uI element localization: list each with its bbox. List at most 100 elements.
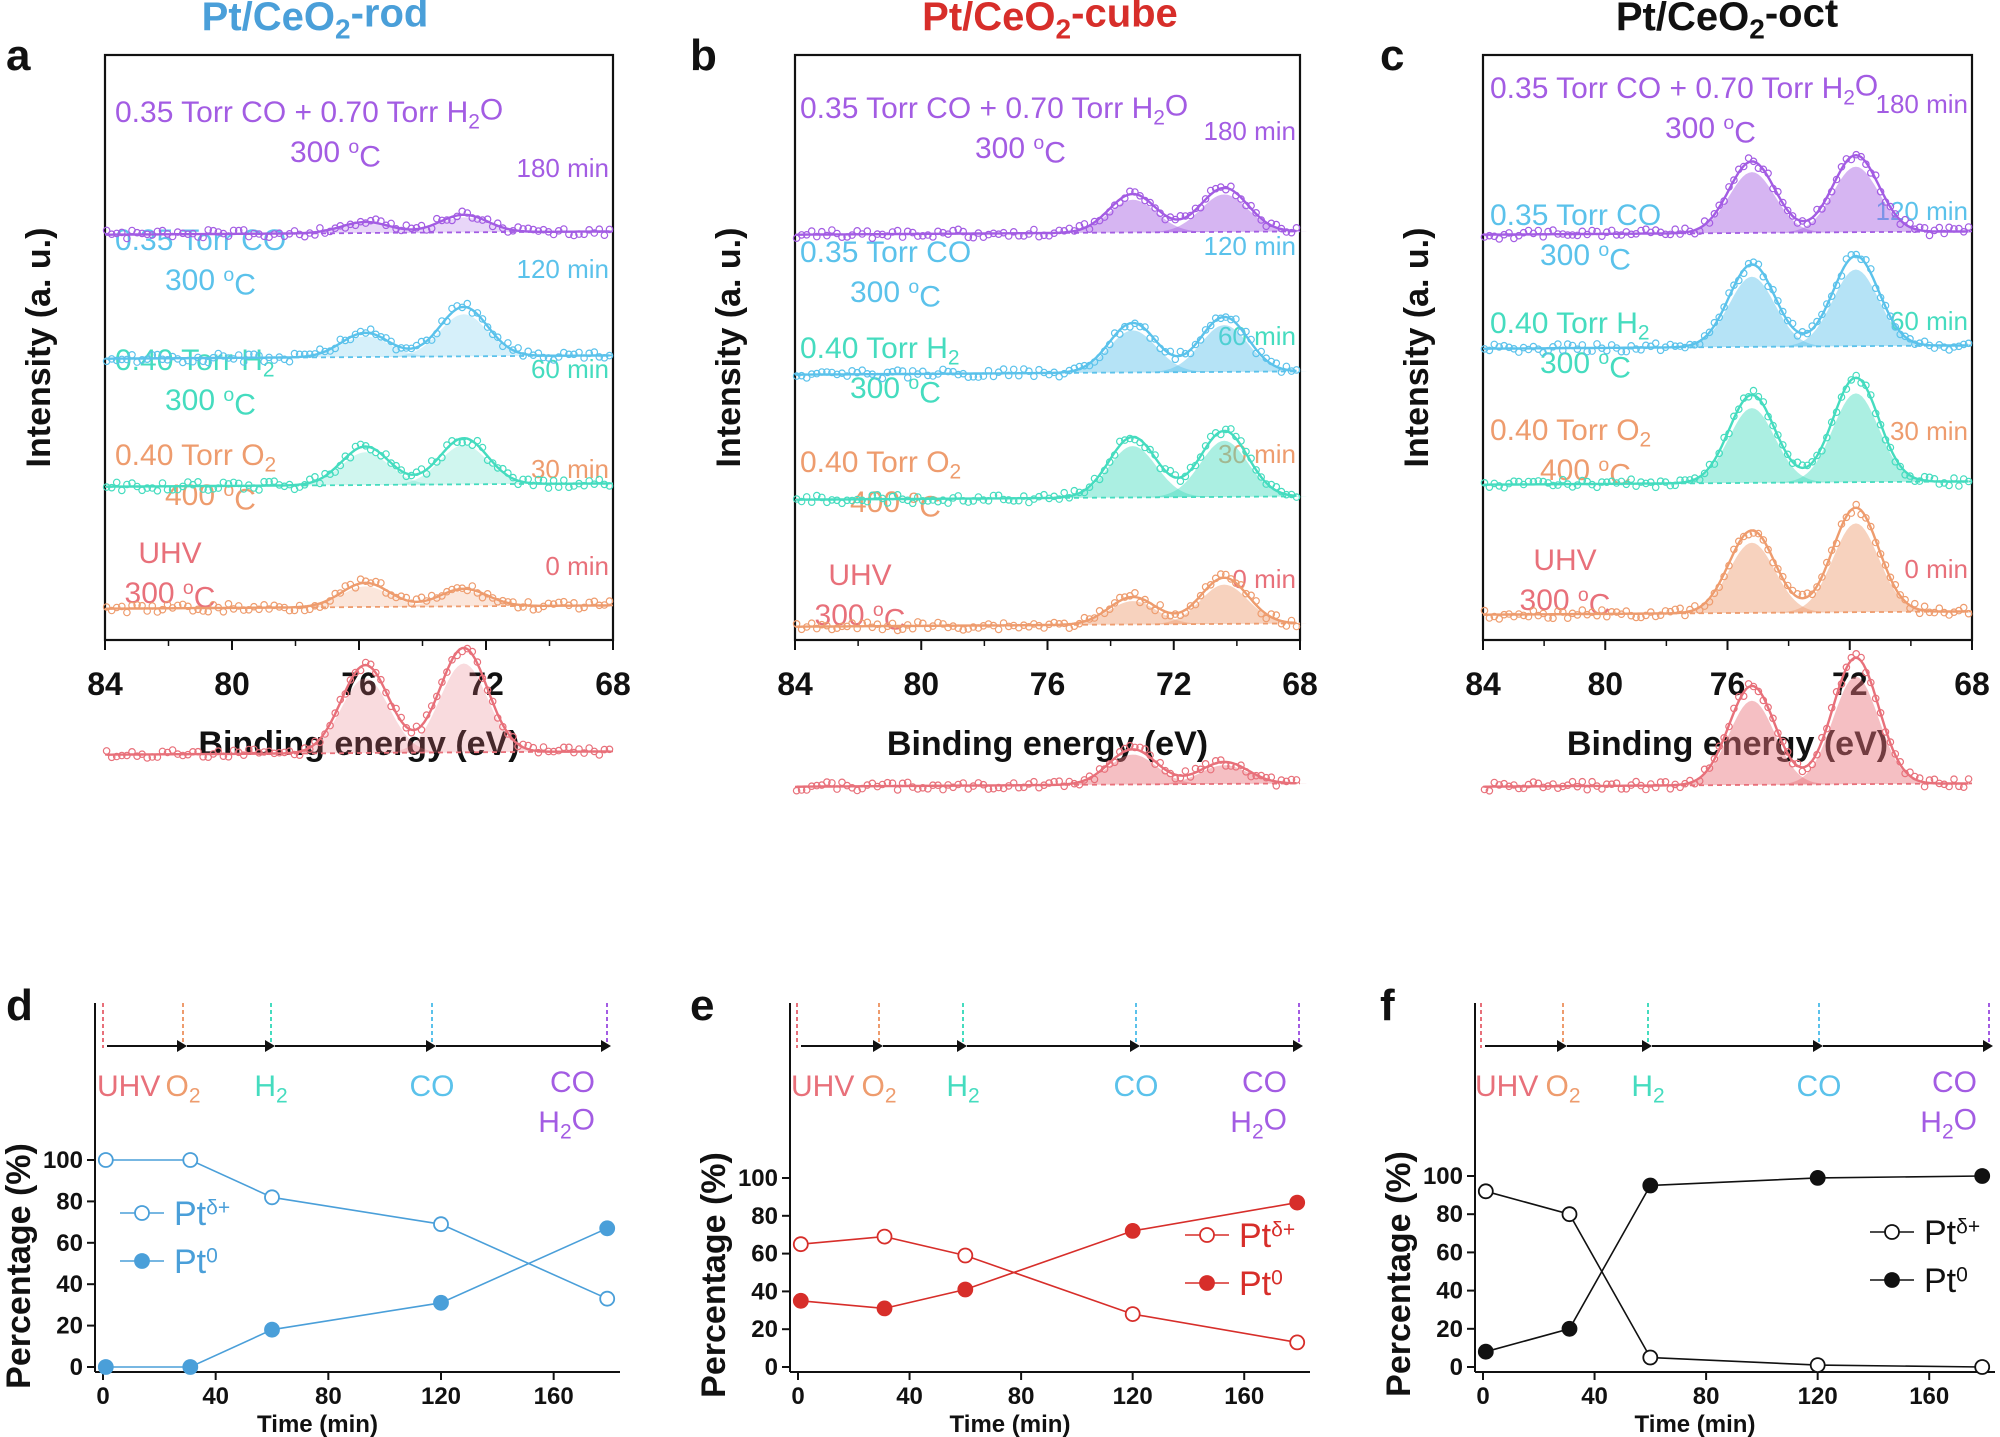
panel-c-data-point	[1480, 785, 1489, 794]
panel-c-data-point	[1803, 461, 1812, 470]
panel-a-data-point	[432, 214, 441, 223]
panel-b-data-point	[1211, 574, 1220, 583]
panel-b-xlabel: Binding energy (eV)	[887, 725, 1208, 763]
panel-b-data-point	[1252, 771, 1260, 780]
panel-c-xtick-label: 76	[1710, 666, 1746, 702]
panel-f-ytick-label: 80	[1436, 1201, 1463, 1228]
panel-c-data-point	[1603, 612, 1611, 621]
panel-a-data-point	[554, 227, 563, 235]
panel-a-data-point	[514, 480, 522, 489]
panel-b-data-point	[1166, 347, 1175, 356]
panel-b-data-point	[888, 367, 897, 376]
panel-c-data-point	[1862, 514, 1870, 522]
panel-b-data-point	[1257, 609, 1266, 618]
panel-a-data-point	[524, 347, 533, 356]
panel-b-data-point	[1232, 432, 1240, 441]
panel-b-data-point	[1080, 220, 1089, 228]
panel-a-data-point	[341, 224, 350, 232]
panel-c-data-point	[1651, 483, 1660, 492]
panel-b-data-point	[1151, 204, 1159, 212]
panel-b-data-point	[989, 229, 998, 238]
panel-c-data-point	[1695, 777, 1704, 785]
panel-c-data-point	[1647, 780, 1655, 788]
panel-c-condition-label: 0.35 Torr CO	[1490, 199, 1661, 232]
panel-c-data-point	[1563, 340, 1572, 348]
panel-b-data-point	[1095, 216, 1104, 225]
panel-c-data-point	[1588, 347, 1596, 355]
panel-a-data-point	[138, 229, 146, 238]
panel-b-data-point	[812, 232, 821, 241]
panel-c-data-point	[1886, 312, 1895, 321]
panel-c-title: Pt/CeO2​-oct	[1616, 0, 1838, 44]
panel-c-data-point	[1656, 778, 1665, 786]
panel-d-xtick-label: 120	[421, 1383, 461, 1410]
panel-a-data-point	[143, 230, 152, 239]
panel-a-data-point	[184, 602, 192, 611]
panel-c-data-point	[1632, 482, 1640, 491]
panel-b-time-label: 30 min	[1218, 439, 1296, 469]
panel-d-data-point	[433, 1294, 449, 1311]
panel-a-xtick-label: 80	[214, 666, 250, 702]
panel-c-data-point	[1906, 604, 1914, 613]
panel-c-data-point	[1852, 500, 1861, 509]
panel-c-data-point	[1559, 346, 1567, 355]
panel-a-data-point	[493, 464, 502, 472]
panel-a-data-point	[118, 486, 126, 495]
panel-a-data-point	[565, 230, 573, 239]
panel-a-data-point	[580, 230, 588, 239]
panel-b-data-point	[979, 496, 988, 504]
panel-a-data-point	[590, 480, 599, 489]
panel-b-data-point	[1292, 622, 1301, 631]
panel-c-data-point	[1500, 610, 1508, 619]
panel-a-data-point	[123, 355, 131, 364]
panel-b-data-point	[898, 495, 907, 504]
panel-a-data-point	[600, 745, 609, 754]
panel-c-data-point	[1593, 340, 1601, 348]
panel-a-data-point	[453, 438, 461, 447]
panel-c-data-point	[1573, 782, 1582, 791]
panel-a-data-point	[290, 606, 299, 615]
panel-e-ytick-label: 100	[738, 1165, 778, 1192]
panel-b-data-point	[979, 780, 988, 789]
panel-c-data-point	[1593, 227, 1601, 236]
panel-a-data-point	[590, 348, 599, 356]
panel-a-data-point	[148, 231, 157, 239]
panel-a-data-point	[346, 676, 355, 684]
panel-a-data-point	[519, 475, 527, 484]
panel-c-condition-label: 0.40 Torr H2​	[1490, 307, 1650, 344]
panel-d-data-point	[97, 1152, 114, 1168]
panel-b-data-point	[1040, 490, 1048, 499]
panel-c-data-point	[1754, 392, 1763, 401]
panel-c-data-point	[1671, 605, 1680, 614]
panel-a-data-point	[554, 353, 563, 361]
panel-c-data-point	[1959, 228, 1968, 236]
panel-a-data-point	[453, 212, 461, 221]
panel-a-data-point	[366, 660, 375, 669]
panel-a-data-point	[458, 303, 467, 312]
panel-b-data-point	[1070, 227, 1079, 235]
panel-b-data-point	[807, 782, 816, 791]
panel-b-component-area	[1142, 584, 1307, 625]
panel-b-data-point	[1075, 222, 1084, 230]
panel-f-stage-label: UHV	[1475, 1070, 1538, 1103]
panel-d-stage-arrowhead	[177, 1040, 187, 1052]
panel-e-xtick-label: 120	[1113, 1383, 1153, 1410]
panel-c-data-point	[1818, 573, 1826, 581]
panel-d-data-point	[599, 1220, 616, 1237]
panel-a-data-point	[123, 480, 131, 489]
panel-b-data-point	[1206, 186, 1215, 195]
panel-a-data-point	[504, 598, 512, 606]
panel-e-data-point	[792, 1236, 809, 1253]
panel-b-data-point	[918, 367, 927, 376]
panel-a-data-point	[133, 228, 141, 237]
panel-c-data-point	[1867, 522, 1875, 531]
panel-c-data-point	[1730, 176, 1738, 184]
panel-a-data-point	[133, 482, 141, 491]
panel-b-data-point	[1191, 600, 1200, 609]
panel-a-letter: a	[6, 31, 31, 80]
panel-b-data-point	[1282, 362, 1291, 371]
panel-c-data-point	[1549, 780, 1557, 788]
panel-a-data-point	[361, 658, 370, 667]
panel-b-data-point	[989, 372, 998, 381]
panel-b-data-point	[898, 779, 907, 788]
